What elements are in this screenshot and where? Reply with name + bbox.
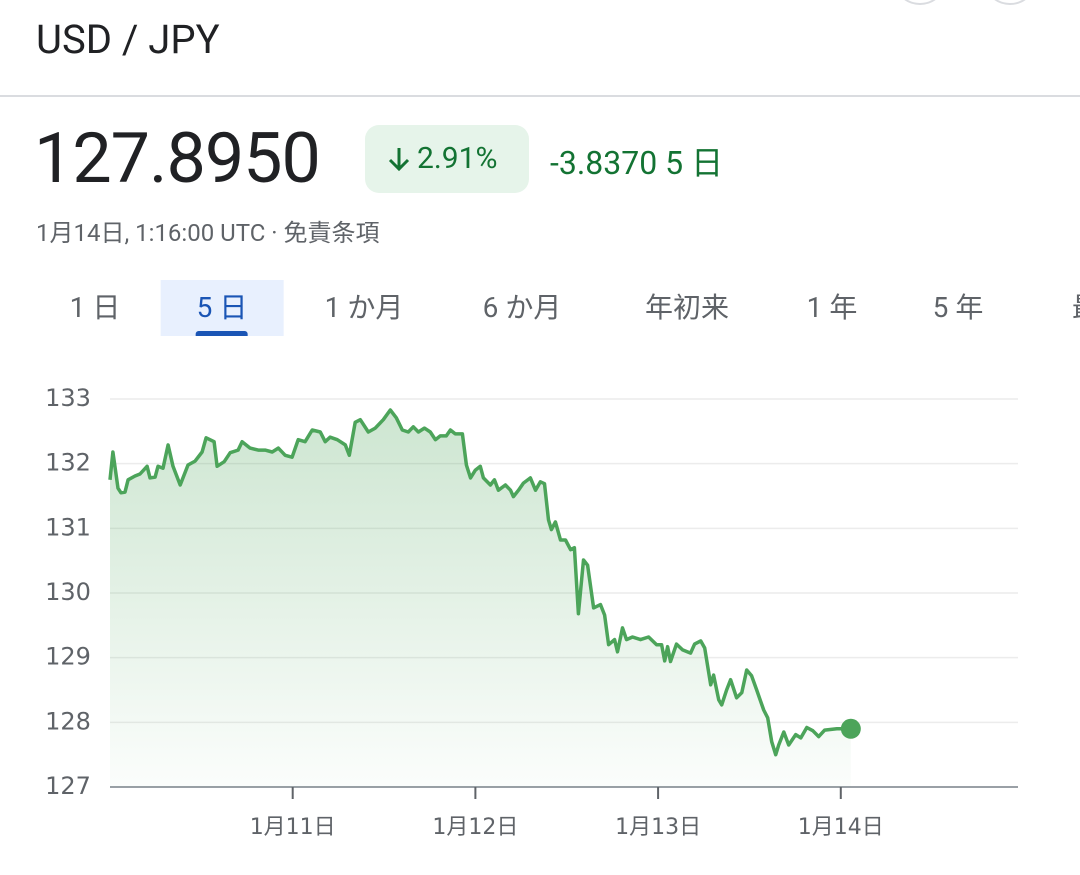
change-percent: 2.91%	[417, 141, 498, 176]
top-buttons	[894, 0, 1036, 5]
change-badge: 2.91%	[365, 125, 529, 193]
down-arrow	[388, 148, 410, 172]
range-tab[interactable]: 年初来	[644, 291, 730, 324]
price: 127.8950	[34, 118, 321, 200]
y-tick-label: 132	[45, 449, 91, 477]
change-period: 5 日	[665, 144, 724, 182]
x-tick-label: 1月11日	[250, 815, 336, 840]
y-tick-label: 127	[45, 772, 91, 800]
y-tick-label: 133	[45, 384, 91, 412]
timestamp: 1月14日, 1:16:00 UTC	[36, 219, 266, 247]
pair-title: USD / JPY	[36, 16, 220, 63]
range-tab[interactable]: 6 か月	[482, 291, 562, 324]
change: -3.8370 5 日	[550, 138, 723, 184]
y-tick-label: 130	[45, 578, 91, 606]
disclaimer[interactable]: 免責条項	[283, 219, 380, 247]
price-line	[108, 408, 851, 757]
follow-button[interactable]	[984, 0, 1036, 5]
change-value: -3.8370	[550, 144, 658, 182]
separator: ·	[271, 219, 278, 247]
last-point	[840, 718, 861, 739]
timestamp-line: 1月14日, 1:16:00 UTC · 免責条項	[36, 213, 380, 248]
range-tab[interactable]: 1 年	[806, 291, 858, 324]
range-tab[interactable]: 最大	[1036, 280, 1080, 336]
y-tick-label: 129	[45, 643, 91, 671]
range-tab[interactable]: 5 日	[160, 280, 284, 336]
range-tabs: 1 日 5 日 1 か月 6 か月 年初来 1 年 5 年 最大	[0, 280, 1080, 340]
range-tab[interactable]: 5 年	[932, 291, 984, 324]
y-tick-label: 131	[45, 513, 91, 541]
range-tab[interactable]: 1 か月	[324, 291, 404, 324]
x-tick-label: 1月14日	[798, 815, 884, 840]
share-button[interactable]	[894, 0, 946, 5]
y-tick-label: 128	[45, 707, 91, 735]
divider	[0, 95, 1080, 97]
range-tab[interactable]: 1 日	[69, 291, 121, 324]
area	[110, 410, 851, 787]
x-tick-label: 1月12日	[432, 815, 518, 840]
x-tick-label: 1月13日	[615, 815, 701, 840]
